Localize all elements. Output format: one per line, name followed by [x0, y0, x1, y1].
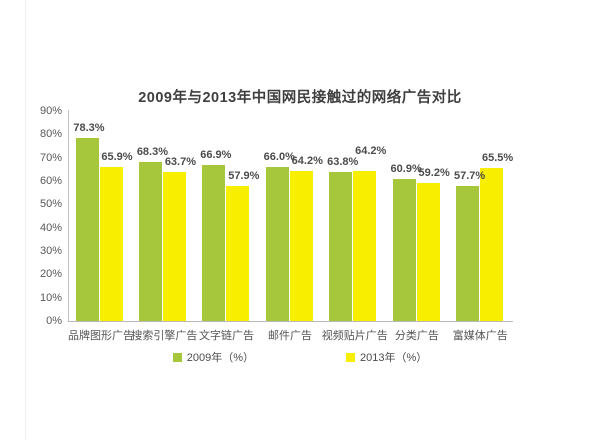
bar-2009	[329, 172, 353, 321]
value-label-2013: 65.5%	[481, 152, 514, 165]
value-label-2013: 59.2%	[418, 166, 450, 179]
category-label: 文字链广告	[199, 330, 255, 342]
y-tick-label: 10%	[39, 291, 62, 304]
y-tick-label: 80%	[39, 128, 62, 141]
category-label: 分类广告	[394, 330, 439, 342]
value-label-2009: 63.8%	[327, 156, 359, 169]
chart-title: 2009年与2013年中国网民接触过的网络广告对比	[138, 90, 462, 106]
legend-item-2009: 2009年（%）	[172, 349, 254, 365]
bar-group	[131, 111, 194, 321]
bar-2009	[265, 167, 289, 321]
value-label-2009: 66.0%	[263, 151, 295, 163]
y-tick-label: 40%	[39, 221, 62, 234]
bar-2013	[480, 168, 504, 321]
bar-group	[195, 111, 258, 321]
bar-2009	[392, 178, 416, 321]
value-label-2009: 57.7%	[453, 170, 486, 183]
bar-2009	[456, 186, 480, 321]
legend-label-2009: 2009年（%）	[186, 352, 254, 364]
value-label-2013: 64.2%	[355, 145, 387, 158]
category-label: 邮件广告	[267, 330, 312, 342]
bar-2013	[289, 171, 313, 321]
category-label: 视频贴片广告	[321, 330, 388, 342]
y-tick-label: 0%	[46, 315, 62, 327]
y-tick-label: 50%	[39, 198, 62, 211]
legend-swatch-2013	[346, 352, 355, 362]
value-label-2013: 64.2%	[291, 155, 323, 168]
legend-swatch-2009	[172, 352, 182, 362]
bar-group	[68, 111, 131, 321]
bar-2009	[202, 164, 226, 321]
bar-2013	[99, 167, 123, 321]
value-label-2013: 57.9%	[228, 169, 260, 182]
category-label: 富媒体广告	[452, 330, 508, 342]
category-label: 搜索引擎广告	[131, 330, 198, 342]
category-label: 品牌图形广告	[68, 330, 134, 342]
x-axis-line	[68, 321, 513, 322]
y-tick-label: 70%	[39, 151, 62, 164]
legend-item-2013: 2013年（%）	[346, 349, 427, 365]
bar-group	[258, 111, 321, 321]
value-label-2009: 66.9%	[200, 148, 232, 161]
y-tick-label: 20%	[39, 268, 62, 281]
bar-2013	[226, 185, 250, 321]
bar-group	[449, 111, 512, 321]
y-tick-label: 30%	[39, 245, 62, 257]
legend-label-2013: 2013年（%）	[360, 352, 428, 364]
y-axis-line	[68, 110, 69, 321]
y-tick-label: 60%	[39, 175, 62, 187]
value-label-2009: 78.3%	[73, 122, 105, 135]
bar-group	[322, 111, 385, 321]
bar-2013	[353, 171, 377, 321]
y-tick-label: 90%	[39, 105, 62, 117]
page-edge-line	[25, 0, 26, 440]
value-label-2009: 68.3%	[136, 145, 169, 158]
value-label-2009: 60.9%	[390, 162, 422, 175]
value-label-2013: 63.7%	[164, 156, 197, 169]
value-label-2013: 65.9%	[101, 151, 133, 164]
legend: 2009年（%） 2013年（%）	[0, 350, 600, 364]
bar-group	[385, 111, 448, 321]
bar-2009	[138, 161, 162, 321]
bar-2013	[416, 182, 440, 321]
bar-2013	[162, 172, 186, 321]
bar-2009	[75, 138, 99, 321]
